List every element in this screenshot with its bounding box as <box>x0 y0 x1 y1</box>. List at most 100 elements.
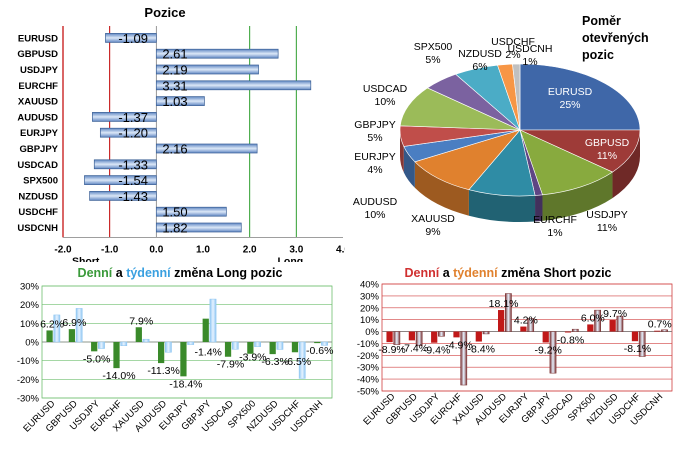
change-bar <box>75 308 83 343</box>
y-tick-label: 0% <box>25 338 39 349</box>
value-label: -1.43 <box>118 189 148 204</box>
pie-slice <box>519 129 614 196</box>
slice-name-label: EURUSD <box>548 86 593 98</box>
value-label: -1.09 <box>118 31 148 46</box>
chart-title-part: Denní <box>405 266 440 280</box>
position-bar <box>92 112 157 122</box>
position-bar <box>155 206 227 217</box>
category-label: XAUUSD <box>18 97 58 108</box>
value-label: 2.19 <box>162 63 187 78</box>
slice-percent-label: 1% <box>522 56 537 68</box>
pie-slice-side <box>535 194 543 222</box>
value-label: -1.37 <box>118 110 148 125</box>
change-bar <box>209 298 217 343</box>
change-bar <box>91 342 98 352</box>
change-bar <box>68 329 76 342</box>
change-bar <box>408 331 416 341</box>
change-bar <box>158 342 165 364</box>
data-label: -8.1% <box>624 343 651 355</box>
change-bar <box>498 310 505 332</box>
pie-slice <box>519 129 641 173</box>
pie-slice-side <box>403 146 415 188</box>
change-bar <box>453 331 460 338</box>
change-bar <box>393 331 401 345</box>
pie-slice-side <box>542 172 613 221</box>
category-label: AUDUSD <box>17 112 58 123</box>
chart-title: Pozice <box>144 5 185 20</box>
category-label: GBPJPY <box>19 144 58 155</box>
slice-percent-label: 4% <box>367 164 382 176</box>
chart-title: Denní a týdenní změna Long pozic <box>78 266 283 280</box>
change-bar <box>254 341 261 347</box>
long-change-panel: Denní a týdenní změna Long pozic 30% 20% 10… <box>0 262 340 460</box>
change-bar <box>520 326 527 332</box>
value-label: -1.54 <box>118 173 148 188</box>
slice-percent-label: 5% <box>425 54 440 66</box>
y-tick-label: 20% <box>20 300 40 311</box>
position-bar <box>93 159 157 170</box>
change-bar <box>542 331 549 343</box>
pie-slice-side <box>468 189 536 222</box>
y-tick-label: -10% <box>357 339 380 350</box>
category-label: EURCHF <box>18 81 58 92</box>
change-bar <box>527 318 535 332</box>
data-label: 0.7% <box>648 319 672 331</box>
position-bar <box>84 175 157 185</box>
slice-percent-label: 10% <box>364 209 385 221</box>
y-tick-label: 30% <box>20 282 40 293</box>
position-bar <box>155 222 242 233</box>
change-bar <box>431 331 438 343</box>
change-bar <box>661 329 668 332</box>
position-bar <box>155 80 312 91</box>
short-change-panel: Denní a týdenní změna Short pozic 40% 30% 2… <box>340 262 680 460</box>
slice-name-label: USDCNH <box>508 43 553 55</box>
change-bar <box>321 341 328 346</box>
y-tick-label: -40% <box>357 375 380 386</box>
x-tick-label: 1.0 <box>196 244 210 255</box>
category-label: USDCHF <box>18 207 58 218</box>
change-bar <box>386 331 393 343</box>
slice-percent-label: 6% <box>472 61 487 73</box>
change-bar <box>654 330 661 332</box>
change-bar <box>438 331 445 337</box>
change-bar <box>276 341 284 350</box>
x-tick-label: 4.0 <box>336 244 345 255</box>
slice-name-label: EURCHF <box>533 214 577 226</box>
y-tick-label: 0% <box>365 327 379 338</box>
category-label: USDCNH <box>17 223 58 234</box>
change-bar <box>631 331 639 342</box>
slice-percent-label: 2% <box>505 49 520 61</box>
change-bar <box>202 318 209 342</box>
change-bar <box>46 330 53 342</box>
positions-bar-chart: Pozice EURUSD -1.09 GBPUSD 2.61 USDJPY 2.19 EUR… <box>17 5 350 267</box>
slice-name-label: USDCHF <box>491 36 535 48</box>
change-bar <box>142 338 150 343</box>
slice-percent-label: 10% <box>374 96 395 108</box>
change-bar <box>587 324 594 332</box>
change-bar <box>231 341 239 350</box>
change-bar <box>98 341 105 349</box>
slice-percent-label: 11% <box>597 222 617 234</box>
chart-title-line: pozic <box>582 48 614 62</box>
change-bar <box>187 341 195 345</box>
data-label: -0.8% <box>557 335 584 347</box>
y-tick-label: -10% <box>17 356 40 367</box>
value-label: 2.16 <box>162 142 187 157</box>
reference-label: Long <box>278 255 304 262</box>
category-label: GBPUSD <box>17 49 58 60</box>
slice-percent-label: 9% <box>425 226 440 238</box>
x-tick-label: 0.0 <box>149 244 163 255</box>
change-bar <box>314 342 321 344</box>
category-label: EURJPY <box>20 128 59 139</box>
change-bar <box>616 315 624 332</box>
change-bar <box>475 331 482 342</box>
data-label: 6.0% <box>581 312 605 324</box>
pie-slice <box>512 63 521 131</box>
change-bar <box>549 331 557 374</box>
change-bar <box>504 293 512 332</box>
chart-title-line: otevřených <box>582 31 649 45</box>
y-tick-label: -50% <box>357 387 380 398</box>
chart-title-part: a <box>112 266 126 280</box>
slice-name-label: SPX500 <box>414 41 453 53</box>
chart-title: Denní a týdenní změna Short pozic <box>405 266 612 280</box>
